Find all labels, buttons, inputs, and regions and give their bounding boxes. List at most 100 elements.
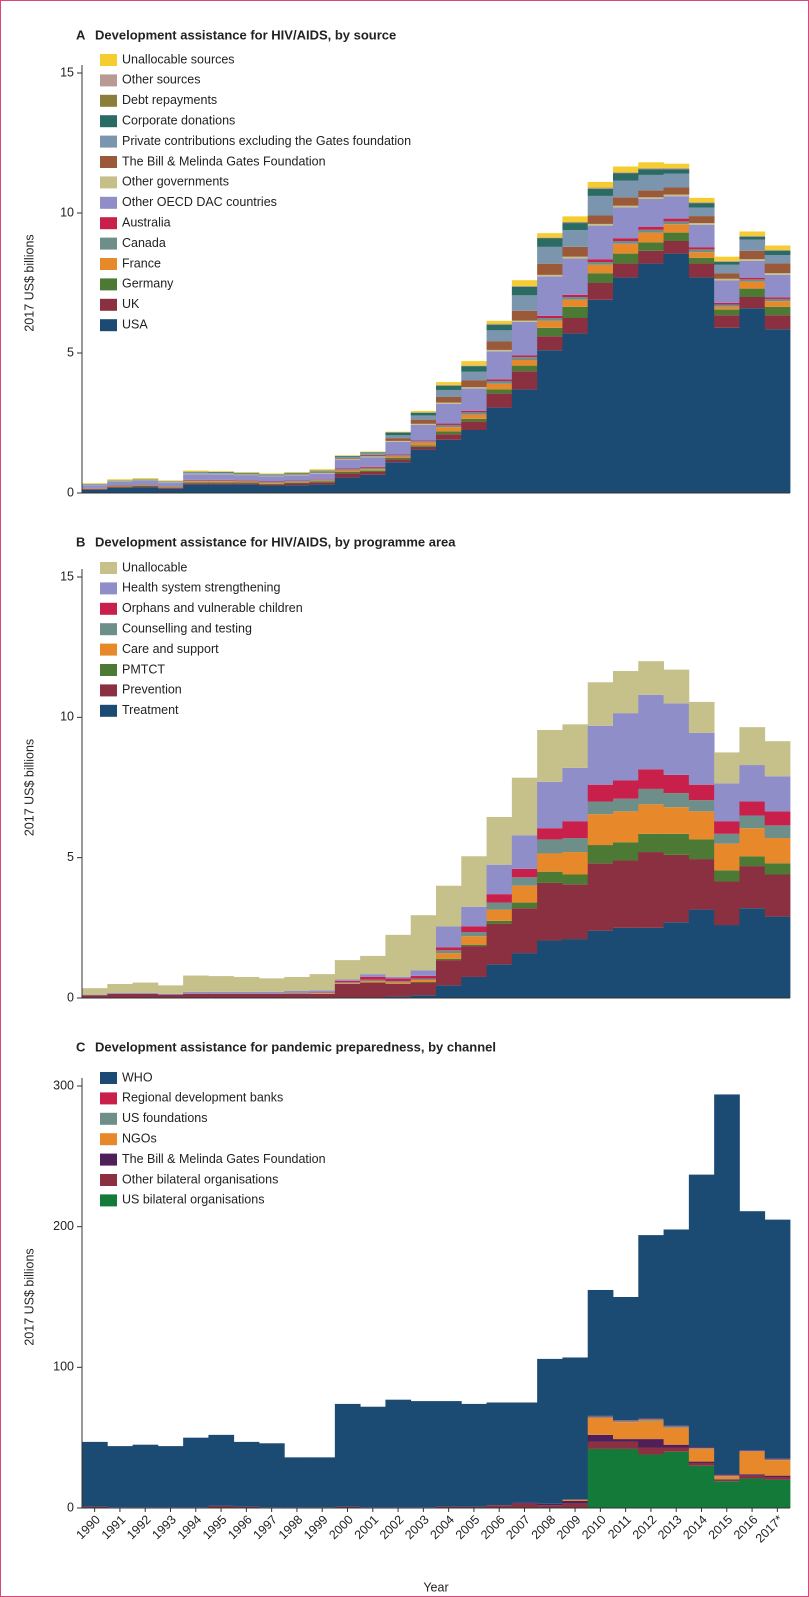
bar-segment [309, 473, 336, 474]
bar-segment [284, 485, 310, 493]
bar-segment [764, 274, 791, 298]
bar-segment [157, 487, 184, 488]
bar-segment [739, 765, 766, 802]
bar-segment [334, 979, 361, 981]
bar-segment [764, 741, 791, 777]
legend-swatch [100, 237, 117, 250]
bar-segment [638, 227, 664, 230]
bar-segment [638, 804, 664, 834]
legend-swatch [100, 176, 117, 189]
bar-segment [259, 993, 285, 998]
bar-segment [562, 216, 589, 222]
bar-segment [107, 485, 133, 486]
bar-segment [334, 960, 361, 980]
bar-segment [587, 299, 614, 493]
bar-segment [511, 357, 538, 360]
bar-segment [638, 833, 664, 853]
bar-segment [183, 991, 209, 994]
bar-segment [739, 1211, 766, 1451]
bar-segment [663, 922, 690, 998]
bar-segment [334, 469, 361, 471]
bar-segment [562, 294, 589, 297]
bar-segment [688, 257, 715, 264]
bar-segment [714, 833, 740, 844]
bar-segment [638, 661, 664, 695]
bar-segment [233, 483, 260, 485]
bar-segment [764, 1458, 791, 1460]
bar-segment [663, 1451, 690, 1508]
bar-segment [587, 259, 614, 262]
bar-segment [360, 1406, 386, 1508]
x-tick-label: 2008 [529, 1513, 559, 1543]
legend-swatch [100, 1133, 117, 1146]
bar-segment [587, 188, 614, 189]
bar-segment [486, 351, 513, 380]
bar-segment [613, 1439, 639, 1442]
bar-segment [638, 169, 664, 175]
bar-segment [208, 483, 235, 485]
legend-label: Prevention [122, 683, 182, 697]
bar-segment [334, 459, 361, 469]
bar-segment [183, 484, 209, 493]
x-tick-label: 2000 [326, 1513, 356, 1543]
bar-segment [739, 281, 766, 289]
bar-segment [208, 484, 235, 493]
bar-segment [663, 218, 690, 222]
bar-segment [537, 318, 563, 321]
bar-segment [334, 1506, 361, 1508]
y-tick-label: 300 [53, 1078, 74, 1092]
bar-segment [461, 412, 487, 415]
bar-segment [562, 1500, 589, 1504]
bar-segment [284, 473, 310, 475]
x-tick-label: 2015 [706, 1513, 736, 1543]
bar-segment [410, 982, 437, 996]
bar-segment [233, 991, 260, 994]
bar-segment [638, 769, 664, 789]
y-tick-label: 0 [67, 990, 74, 1004]
bar-segment [233, 480, 260, 482]
legend-label: Unallocable [122, 560, 187, 574]
bar-segment [537, 237, 563, 239]
chart-title: Development assistance for HIV/AIDS, by … [95, 534, 456, 549]
legend-swatch [100, 1092, 117, 1105]
bar-segment [613, 1441, 639, 1449]
bar-segment [486, 379, 513, 381]
bar-segment [511, 285, 538, 287]
bar-segment [107, 487, 133, 488]
y-tick-label: 0 [67, 485, 74, 499]
bar-segment [334, 468, 361, 470]
bar-segment [537, 853, 563, 872]
legend-swatch [100, 643, 117, 656]
bar-segment [613, 1422, 639, 1440]
x-tick-label: 2014 [680, 1513, 710, 1543]
bar-segment [511, 1402, 538, 1503]
bar-segment [309, 479, 336, 481]
bar-segment [486, 324, 513, 325]
bar-segment [537, 233, 563, 238]
bar-segment [562, 724, 589, 768]
bar-segment [587, 225, 614, 260]
bar-segment [82, 1441, 108, 1507]
bar-segment [436, 1506, 462, 1508]
bar-segment [663, 241, 690, 254]
bar-segment [334, 1403, 361, 1507]
bar-segment [259, 1443, 285, 1508]
bar-segment [259, 991, 285, 994]
bar-segment [688, 203, 715, 208]
bar-segment [461, 932, 487, 937]
bar-segment [562, 306, 589, 318]
bar-segment [537, 238, 563, 247]
legend-label: WHO [122, 1070, 153, 1084]
bar-segment [284, 475, 310, 481]
bar-segment [688, 216, 715, 224]
bar-segment [309, 993, 336, 998]
bar-segment [562, 223, 589, 231]
bar-segment [208, 993, 235, 998]
legend-label: Germany [122, 277, 174, 291]
bar-segment [410, 970, 437, 976]
bar-segment [233, 976, 260, 992]
bar-segment [486, 964, 513, 998]
bar-segment [436, 424, 462, 428]
bar-segment [663, 854, 690, 923]
